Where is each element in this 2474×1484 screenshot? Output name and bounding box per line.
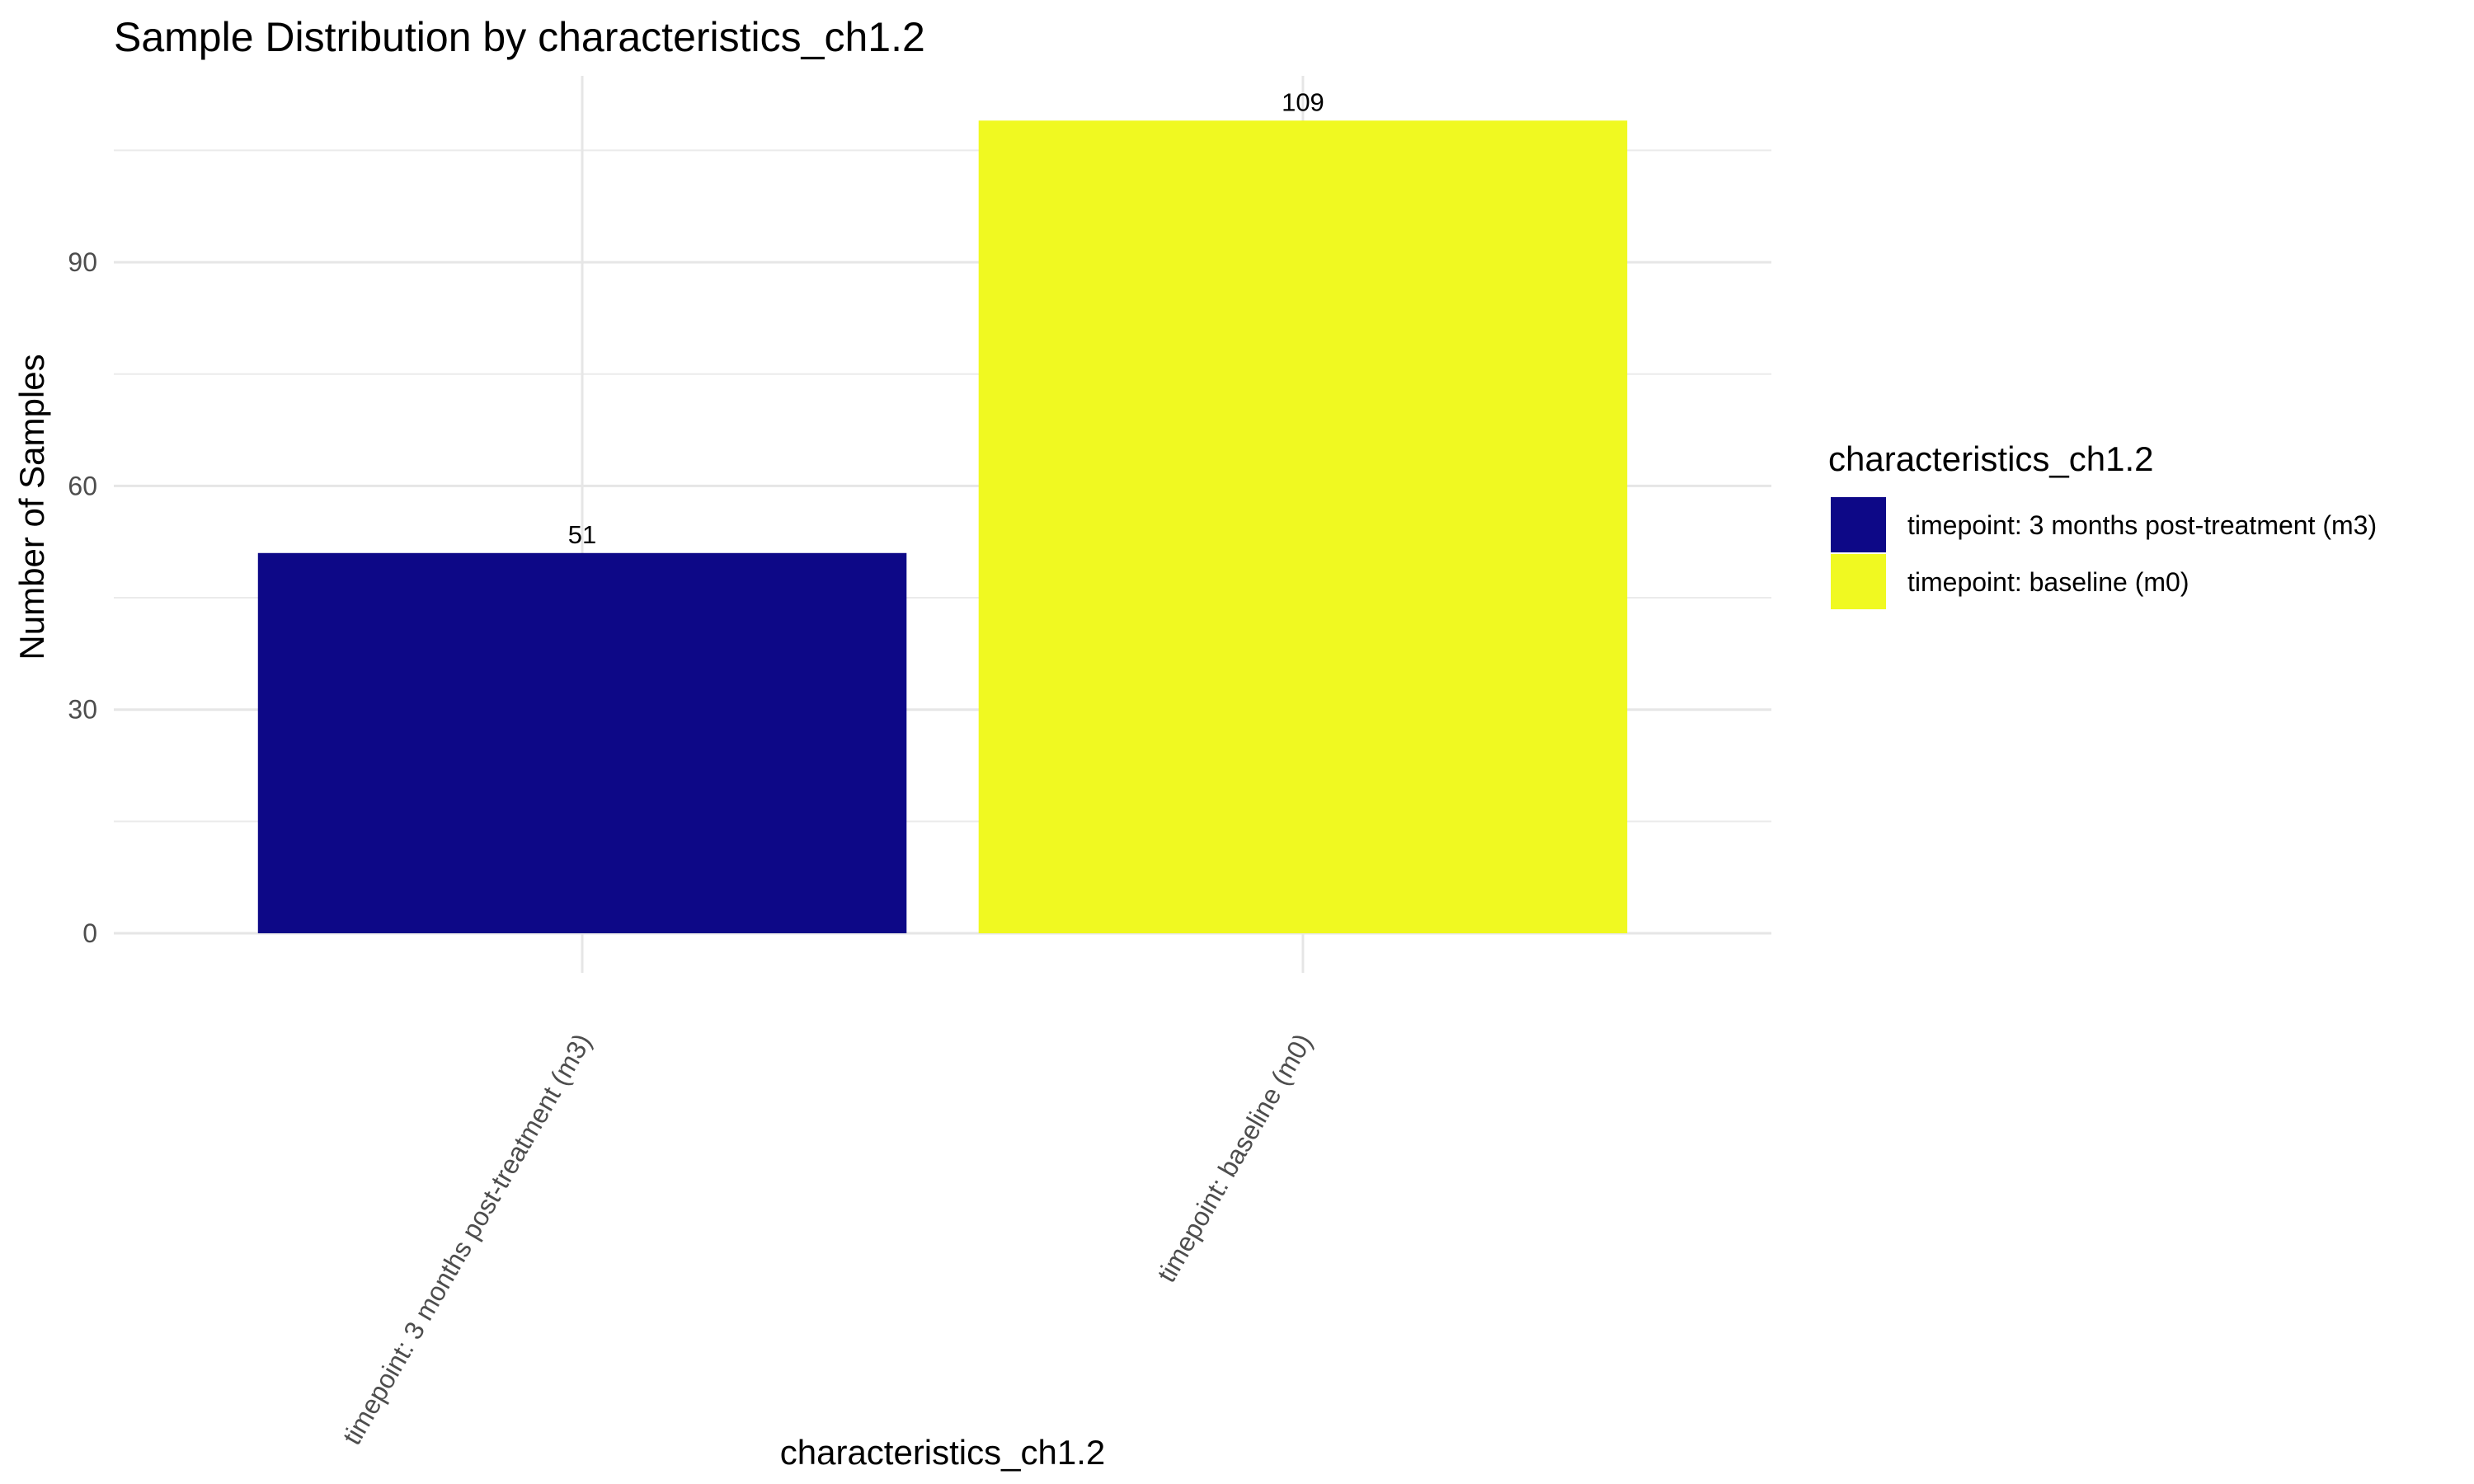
y-axis-title: Number of Samples [12, 354, 51, 660]
x-axis-ticks: timepoint: 3 months post-treatment (m3) t… [336, 1029, 1318, 1450]
bar-1 [257, 552, 907, 933]
legend: characteristics_ch1.2 timepoint: 3 month… [1828, 439, 2377, 609]
legend-items: timepoint: 3 months post-treatment (m3) t… [1831, 497, 2377, 609]
y-tick-label: 90 [68, 247, 97, 277]
y-tick-label: 0 [82, 918, 97, 948]
legend-entry-label: timepoint: baseline (m0) [1907, 567, 2189, 597]
bar-value-label: 51 [568, 520, 596, 549]
legend-swatch [1831, 554, 1886, 609]
data-labels: 51 109 [568, 87, 1324, 549]
legend-swatch [1831, 497, 1886, 552]
legend-entry-label: timepoint: 3 months post-treatment (m3) [1907, 510, 2377, 540]
x-tick-label: timepoint: 3 months post-treatment (m3) [336, 1029, 597, 1450]
x-tick-label: timepoint: baseline (m0) [1151, 1029, 1318, 1288]
y-axis-ticks: 0 30 60 90 [68, 247, 97, 948]
bars [257, 120, 1628, 933]
chart-title: Sample Distribution by characteristics_c… [114, 14, 925, 60]
legend-title: characteristics_ch1.2 [1828, 439, 2154, 478]
x-axis-title: characteristics_ch1.2 [780, 1433, 1106, 1472]
y-tick-label: 30 [68, 695, 97, 725]
bar-value-label: 109 [1282, 87, 1324, 116]
bar-2 [978, 120, 1628, 933]
y-tick-label: 60 [68, 471, 97, 500]
